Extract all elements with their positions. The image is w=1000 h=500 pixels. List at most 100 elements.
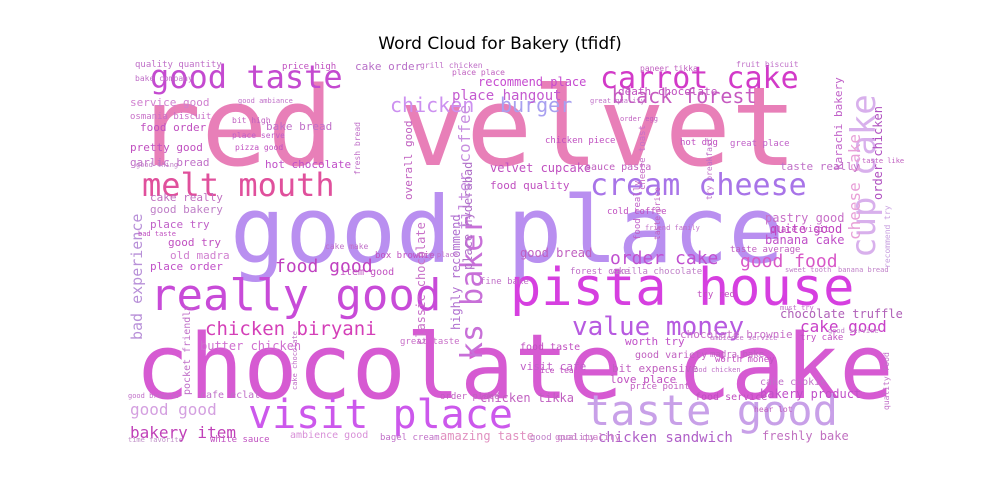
word-recommend-try: recommend try bbox=[883, 205, 892, 268]
word-worth-money: worth money bbox=[715, 355, 775, 365]
word-recommend-place: recommend place bbox=[478, 75, 586, 89]
word-hot-dog: hot dog bbox=[680, 138, 718, 148]
word-quality-food: quality food bbox=[882, 352, 891, 410]
chart-title: Word Cloud for Bakery (tfidf) bbox=[378, 34, 622, 54]
word-bad-taste: bad taste bbox=[138, 230, 176, 238]
word-order-cake: order cake bbox=[610, 248, 718, 269]
word-must-try: must try bbox=[780, 304, 814, 312]
word-highly-recommend: highly recommend bbox=[449, 214, 463, 330]
word-box-brownie: box brownie bbox=[375, 251, 435, 261]
word-pocket-friendly: pocket friendly bbox=[182, 305, 193, 395]
word-great-taste: great taste bbox=[400, 337, 460, 347]
word-bagel-cream: bagel cream bbox=[380, 433, 440, 443]
word-place-hyderabad: place hyderabad bbox=[461, 162, 475, 270]
word-taste-really: taste really bbox=[780, 160, 860, 173]
word-burger: burger bbox=[500, 93, 572, 117]
word-bakery-item: bakery item bbox=[130, 423, 236, 442]
word-fresh-bread: fresh bread bbox=[353, 122, 362, 175]
word-bad-experience: bad experience bbox=[128, 214, 146, 340]
word-good-bread: good bread bbox=[520, 246, 592, 260]
word-hear-lot: hear lot bbox=[754, 405, 793, 414]
word-cold-coffee: cold coffee bbox=[607, 207, 667, 217]
word-sweet-tooth: sweet tooth bbox=[785, 266, 831, 274]
word-good-food: good food bbox=[740, 251, 838, 272]
word-pista-house: pista house bbox=[510, 258, 854, 318]
word-black-forest: black forest bbox=[612, 84, 757, 108]
word-good-chicken: good chicken bbox=[690, 366, 741, 374]
word-order-egg: order egg bbox=[620, 115, 658, 123]
word-price-high: price high bbox=[282, 62, 336, 72]
word-good-good: good good bbox=[130, 400, 217, 419]
word-chicken-piece: chicken piece bbox=[545, 136, 615, 146]
word-taste-like: taste like bbox=[862, 157, 904, 165]
word-taste-price: taste price bbox=[653, 187, 662, 240]
word-chicken-sandwich: chicken sandwich bbox=[598, 430, 733, 446]
word-food-order: food order bbox=[140, 121, 207, 134]
word-quite-good: quite good bbox=[770, 222, 842, 236]
word-place-visit: place visit bbox=[770, 225, 830, 235]
word-good-ambiance: good ambiance bbox=[238, 97, 293, 105]
word-worth-try: worth try bbox=[625, 335, 685, 348]
word-cheese-cake: cheese cake bbox=[845, 134, 864, 240]
word-place-hangout: place hangout bbox=[452, 88, 562, 104]
word-value-money: value money bbox=[572, 312, 744, 342]
word-cloud-background bbox=[127, 60, 895, 444]
word-quality-quantity: quality quantity bbox=[135, 60, 222, 70]
word-carrot-cake: carrot cake bbox=[600, 61, 799, 96]
word-cafe-eclat: cafe eclat bbox=[200, 390, 260, 401]
word-white-sauce: white sauce bbox=[210, 435, 270, 445]
word-filter-coffee: filter coffee bbox=[455, 105, 474, 230]
word-good-taste: good taste bbox=[150, 58, 343, 96]
word-pastry-good: pastry good bbox=[765, 211, 844, 225]
word-chocolate-brownie: chocolate brownie bbox=[680, 328, 793, 341]
word-hot-chocolate: hot chocolate bbox=[265, 158, 351, 171]
word-osmania-biscuit: osmania biscuit bbox=[130, 112, 211, 122]
word-love-place: love place bbox=[610, 373, 676, 386]
word-bakery-product: bakery product bbox=[760, 387, 861, 401]
word-bake-company: bake company bbox=[135, 74, 193, 83]
word-ice-tea: ice tea bbox=[540, 366, 574, 375]
word-paneer-tikka: paneer tikka bbox=[640, 64, 698, 73]
word-grill-chicken: grill chicken bbox=[420, 61, 483, 70]
word-food-taste: food taste bbox=[520, 342, 580, 353]
word-cream-cheese: cream cheese bbox=[590, 168, 807, 203]
word-fine-bake: fine bake bbox=[480, 277, 529, 287]
word-try-place: try place bbox=[420, 251, 458, 259]
word-order-chicken: order chicken bbox=[871, 106, 885, 200]
word-visit-cafe: visit cafe bbox=[520, 360, 586, 373]
word-chicken: chicken bbox=[390, 93, 474, 117]
word-time-favorite: time favorite bbox=[128, 436, 183, 444]
word-cake-cookie: cake cookie bbox=[760, 377, 826, 388]
word-chicken-tikka: chicken tikka bbox=[480, 391, 574, 405]
word-try-breakfast: try breakfast bbox=[705, 137, 714, 200]
word-great-place: great place bbox=[730, 139, 790, 149]
word-fruit-biscuit: fruit biscuit bbox=[736, 60, 799, 69]
word-cheese-toast: cheese toast bbox=[638, 125, 648, 190]
word-try-cake: try cake bbox=[800, 333, 843, 343]
word-bit-expensive: bit expensive bbox=[612, 362, 698, 375]
word-melt-mouth: melt mouth bbox=[142, 166, 335, 204]
word-really-good: really good bbox=[150, 270, 441, 321]
word-butter-chicken: butter chicken bbox=[200, 339, 301, 353]
word-madra-bake: madra bake bbox=[710, 350, 764, 360]
word-good-service: good service bbox=[828, 327, 879, 335]
word-chicken-biryani: chicken biryani bbox=[205, 318, 377, 340]
word-ks-baker: ks baker bbox=[455, 216, 490, 361]
word-food-good: food good bbox=[275, 256, 373, 277]
word-red-velvet: red velvet bbox=[135, 63, 797, 191]
word-cake-good: cake good bbox=[800, 317, 887, 336]
word-ambience-good: ambience good bbox=[290, 430, 368, 441]
word-place-serve: place serve bbox=[232, 131, 285, 140]
word-item-good: item good bbox=[340, 267, 394, 278]
word-price-point: price point bbox=[630, 382, 690, 392]
word-order-place: order place bbox=[440, 392, 500, 402]
word-good-variety: good variety bbox=[635, 350, 707, 361]
word-good-try: good try bbox=[168, 236, 221, 249]
word-karachi-bakery: karachi bakery bbox=[832, 77, 845, 170]
word-cake-really: cake really bbox=[150, 191, 223, 204]
word-classic-chocolate: classic chocolate bbox=[414, 222, 428, 345]
word-bit-high: bit high bbox=[232, 116, 271, 125]
word-visit-place: visit place bbox=[248, 392, 513, 438]
word-cake-order: cake order bbox=[355, 60, 422, 73]
